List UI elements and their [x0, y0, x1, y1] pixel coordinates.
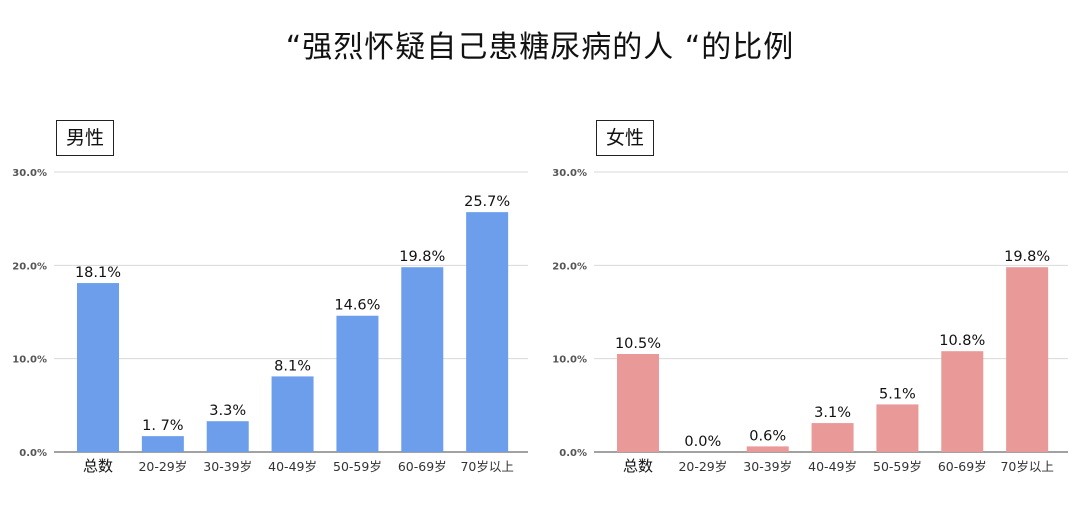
data-label: 18.1% — [75, 265, 121, 281]
y-tick-label: 20.0% — [552, 261, 587, 272]
bar — [746, 446, 789, 452]
bar-chart: 0.0% 10.0% 20.0% 30.0% 10.5% 总数 0.0% 20-29岁 0.6%… — [552, 168, 1068, 475]
x-tick-label: 70岁以上 — [460, 459, 513, 474]
bar — [271, 376, 314, 452]
chart-title: 女性 — [596, 120, 655, 156]
x-tick-label: 60-69岁 — [398, 459, 447, 474]
bar — [466, 212, 509, 452]
y-tick-label: 30.0% — [12, 168, 47, 179]
bar — [141, 436, 184, 452]
x-tick-label: 30-39岁 — [743, 459, 792, 474]
y-tick-label: 20.0% — [12, 261, 47, 272]
x-tick-label: 40-49岁 — [808, 459, 857, 474]
x-tick-label: 总数 — [83, 457, 113, 475]
data-label: 25.7% — [464, 194, 510, 210]
x-tick-label: 60-69岁 — [938, 459, 987, 474]
bar — [401, 267, 444, 452]
page-title: “强烈怀疑自己患糖尿病的人 “的比例 — [285, 30, 795, 65]
x-tick-label: 50-59岁 — [333, 459, 382, 474]
bar — [206, 421, 249, 452]
x-tick-label: 30-39岁 — [203, 459, 252, 474]
bar — [941, 351, 984, 452]
x-tick-label: 总数 — [623, 457, 653, 475]
x-tick-label: 20-29岁 — [678, 459, 727, 474]
y-tick-label: 10.0% — [552, 355, 587, 366]
data-label: 5.1% — [879, 386, 916, 402]
bar — [876, 404, 919, 452]
y-tick-label: 0.0% — [19, 448, 47, 459]
data-label: 19.8% — [399, 249, 445, 265]
y-tick-label: 0.0% — [559, 448, 587, 459]
data-label: 8.1% — [274, 358, 311, 374]
x-tick-label: 20-29岁 — [138, 459, 187, 474]
data-label: 19.8% — [1004, 249, 1050, 265]
data-label: 14.6% — [334, 298, 380, 314]
chart-male: 男性 0.0% 10.0% 20.0% 30.0% 18.1% 总数 1. 7% 20-29岁… — [0, 120, 530, 520]
data-label: 0.0% — [684, 434, 721, 450]
x-tick-label: 40-49岁 — [268, 459, 317, 474]
bar — [77, 283, 119, 452]
data-label: 10.8% — [939, 333, 985, 349]
data-label: 1. 7% — [142, 418, 183, 434]
chart-title: 男性 — [56, 120, 115, 156]
bar-chart: 0.0% 10.0% 20.0% 30.0% 18.1% 总数 1. 7% 20-29岁 3.3… — [12, 168, 528, 475]
chart-female: 女性 0.0% 10.0% 20.0% 30.0% 10.5% 总数 0.0% 20-29岁 0… — [540, 120, 1070, 520]
x-tick-label: 50-59岁 — [873, 459, 922, 474]
x-tick-label: 70岁以上 — [1000, 459, 1053, 474]
data-label: 3.3% — [209, 403, 246, 419]
bar — [336, 315, 379, 452]
bar — [811, 423, 854, 452]
data-label: 3.1% — [814, 405, 851, 421]
data-label: 10.5% — [615, 336, 661, 352]
data-label: 0.6% — [749, 428, 786, 444]
y-tick-label: 30.0% — [552, 168, 587, 179]
bar — [1006, 267, 1049, 452]
bar — [617, 354, 659, 452]
y-tick-label: 10.0% — [12, 355, 47, 366]
